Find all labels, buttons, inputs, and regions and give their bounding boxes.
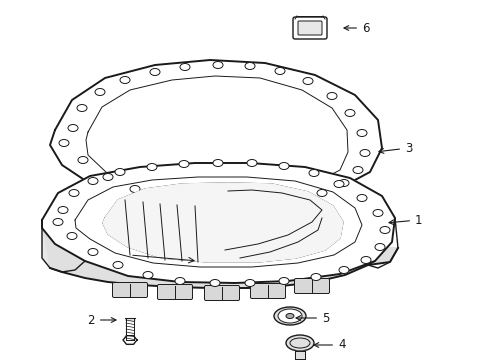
Ellipse shape — [308, 170, 318, 176]
Ellipse shape — [78, 157, 88, 163]
Polygon shape — [103, 183, 342, 262]
Ellipse shape — [338, 266, 348, 274]
Ellipse shape — [209, 279, 220, 287]
Polygon shape — [42, 163, 394, 283]
FancyBboxPatch shape — [292, 17, 326, 39]
Ellipse shape — [244, 63, 254, 69]
Ellipse shape — [374, 243, 384, 251]
Ellipse shape — [67, 233, 77, 239]
Ellipse shape — [285, 335, 313, 351]
Ellipse shape — [303, 77, 312, 85]
Polygon shape — [42, 220, 85, 272]
Ellipse shape — [359, 149, 369, 157]
FancyBboxPatch shape — [297, 21, 321, 35]
Ellipse shape — [58, 207, 68, 213]
Ellipse shape — [180, 63, 190, 71]
Ellipse shape — [279, 162, 288, 170]
Polygon shape — [125, 318, 135, 320]
Ellipse shape — [88, 177, 98, 184]
Polygon shape — [123, 336, 137, 344]
FancyBboxPatch shape — [112, 283, 147, 297]
Ellipse shape — [226, 198, 237, 206]
Ellipse shape — [53, 219, 63, 225]
Ellipse shape — [338, 180, 348, 186]
Ellipse shape — [345, 109, 354, 117]
Ellipse shape — [356, 194, 366, 202]
Ellipse shape — [273, 307, 305, 325]
Ellipse shape — [316, 189, 326, 197]
Ellipse shape — [213, 62, 223, 68]
Ellipse shape — [244, 279, 254, 287]
Ellipse shape — [274, 68, 285, 75]
Ellipse shape — [150, 68, 160, 76]
Ellipse shape — [115, 168, 125, 175]
FancyBboxPatch shape — [294, 279, 329, 293]
Text: 3: 3 — [378, 141, 411, 154]
Ellipse shape — [213, 159, 223, 166]
Ellipse shape — [260, 198, 269, 206]
Ellipse shape — [379, 226, 389, 234]
Ellipse shape — [289, 195, 299, 202]
Ellipse shape — [130, 185, 140, 193]
Ellipse shape — [77, 104, 87, 112]
Ellipse shape — [352, 166, 362, 174]
FancyBboxPatch shape — [157, 284, 192, 300]
Ellipse shape — [310, 274, 320, 280]
Polygon shape — [294, 351, 305, 359]
Ellipse shape — [103, 174, 113, 180]
Ellipse shape — [120, 77, 130, 84]
Text: 5: 5 — [295, 311, 329, 324]
Polygon shape — [50, 60, 381, 202]
Ellipse shape — [147, 163, 157, 171]
Ellipse shape — [193, 198, 203, 204]
Ellipse shape — [278, 309, 302, 323]
Polygon shape — [42, 220, 397, 288]
Ellipse shape — [142, 271, 153, 279]
Ellipse shape — [179, 161, 189, 167]
Text: 2: 2 — [87, 314, 116, 327]
Ellipse shape — [356, 130, 366, 136]
Text: 1: 1 — [388, 213, 422, 226]
Ellipse shape — [372, 210, 382, 216]
Text: 6: 6 — [344, 22, 369, 35]
Ellipse shape — [59, 139, 69, 147]
FancyBboxPatch shape — [250, 284, 285, 298]
Ellipse shape — [95, 89, 105, 95]
FancyBboxPatch shape — [204, 285, 239, 301]
Ellipse shape — [69, 189, 79, 197]
Ellipse shape — [285, 314, 293, 319]
Ellipse shape — [360, 256, 370, 264]
Text: 4: 4 — [313, 338, 345, 351]
Ellipse shape — [175, 278, 184, 284]
Ellipse shape — [113, 261, 123, 269]
Ellipse shape — [161, 194, 171, 201]
Ellipse shape — [88, 248, 98, 256]
Ellipse shape — [326, 93, 336, 99]
Ellipse shape — [333, 180, 343, 188]
Ellipse shape — [246, 159, 257, 166]
Ellipse shape — [279, 278, 288, 284]
Ellipse shape — [68, 125, 78, 131]
